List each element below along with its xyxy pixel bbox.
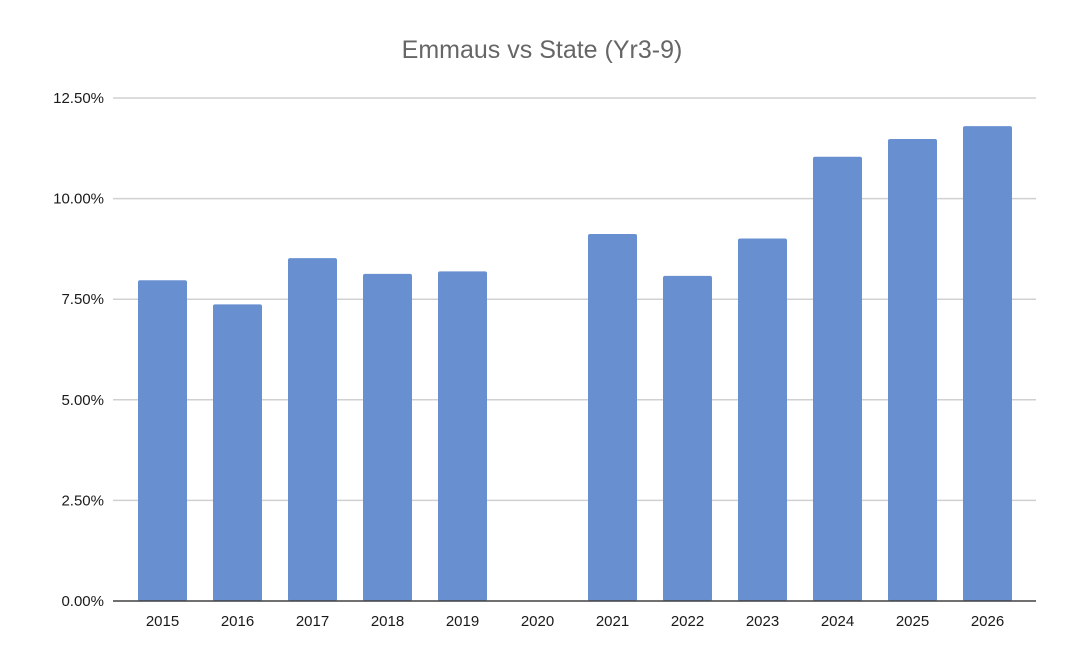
x-axis-tick-labels: 2015 2016 2017 2018 2019 2020 2021 2022 2023 2024… <box>146 613 1004 630</box>
y-tick-label: 0.00% <box>61 593 104 610</box>
x-tick-label: 2018 <box>371 613 404 630</box>
bars <box>138 126 1012 601</box>
x-tick-label: 2025 <box>896 613 929 630</box>
bar-2024 <box>813 156 862 601</box>
gridlines <box>113 97 1036 502</box>
x-tick-label: 2020 <box>521 613 554 630</box>
x-tick-label: 2016 <box>221 613 254 630</box>
y-tick-label: 7.50% <box>61 291 104 308</box>
y-tick-label: 2.50% <box>61 492 104 509</box>
bar-2019 <box>438 271 487 601</box>
y-tick-label: 10.00% <box>53 191 104 208</box>
bar-2018 <box>363 273 412 601</box>
bar-2022 <box>663 275 712 601</box>
y-tick-label: 5.00% <box>61 392 104 409</box>
y-axis-tick-labels: 0.00% 2.50% 5.00% 7.50% 10.00% 12.50% <box>53 90 104 610</box>
x-tick-label: 2021 <box>596 613 629 630</box>
bar-2016 <box>213 304 262 601</box>
x-tick-label: 2017 <box>296 613 329 630</box>
x-tick-label: 2023 <box>746 613 779 630</box>
bar-2017 <box>288 258 337 601</box>
bar-2026 <box>963 126 1012 601</box>
y-tick-label: 12.50% <box>53 90 104 107</box>
x-tick-label: 2024 <box>821 613 854 630</box>
chart-title: Emmaus vs State (Yr3-9) <box>402 36 683 64</box>
x-tick-label: 2019 <box>446 613 479 630</box>
bar-2015 <box>138 280 187 601</box>
x-tick-label: 2015 <box>146 613 179 630</box>
x-tick-label: 2026 <box>971 613 1004 630</box>
bar-2025 <box>888 139 937 601</box>
bar-2023 <box>738 238 787 601</box>
x-tick-label: 2022 <box>671 613 704 630</box>
bar-2021 <box>588 234 637 601</box>
